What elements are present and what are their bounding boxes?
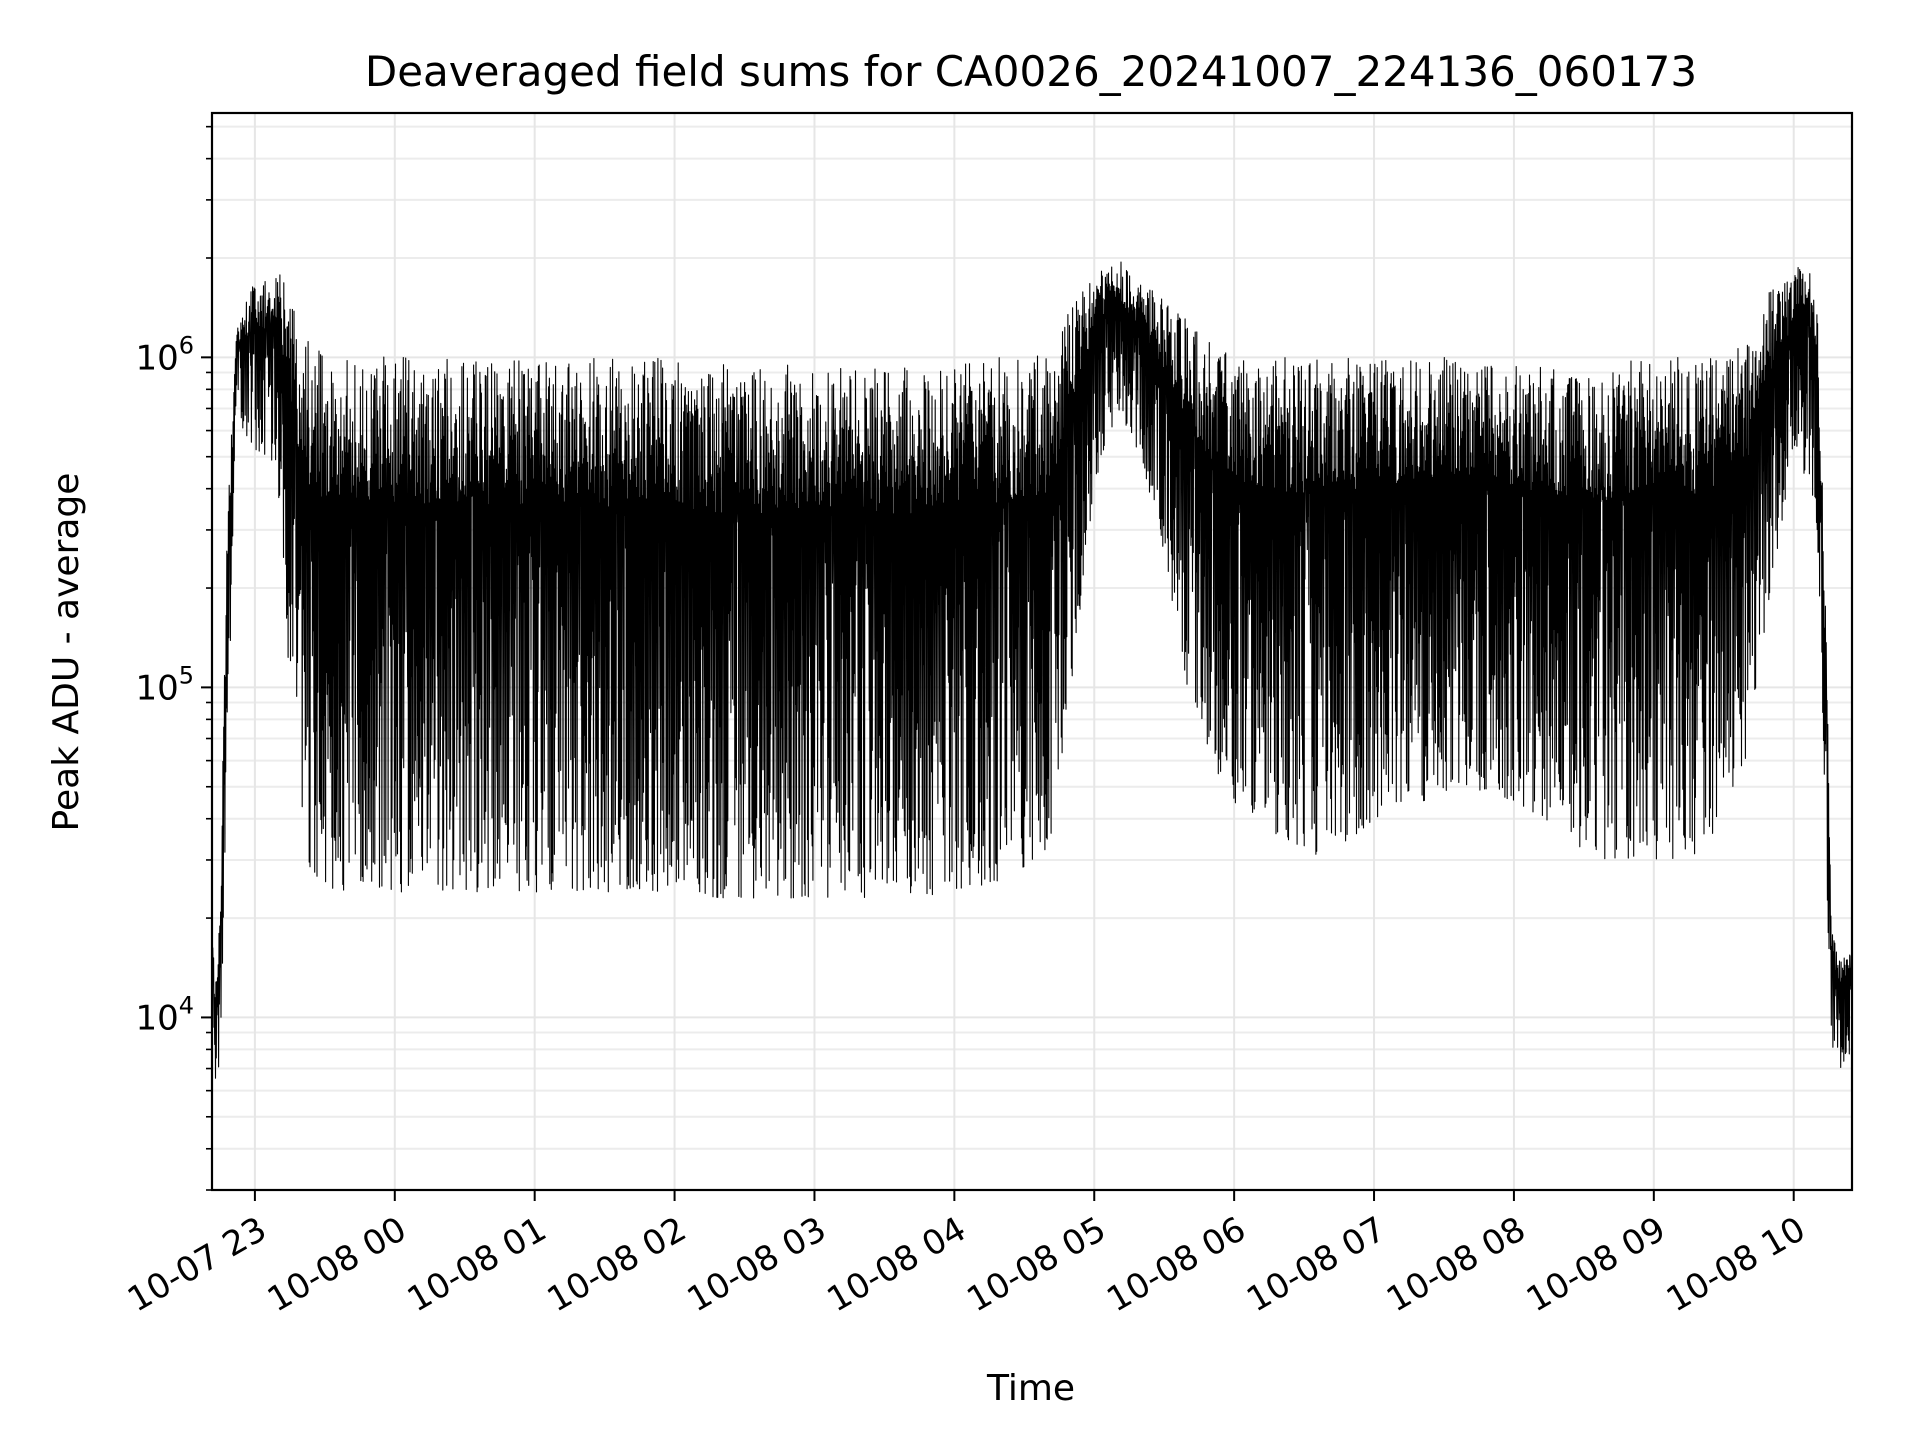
x-tick-label: 10-08 04 (820, 1209, 972, 1320)
x-tick-label: 10-08 09 (1520, 1209, 1672, 1320)
plot-frame (210, 111, 1854, 1192)
y-ticks-layer: 104 105 106 (135, 125, 212, 1191)
y-tick-label: 104 (135, 991, 194, 1038)
x-tick-label: 10-08 10 (1660, 1209, 1812, 1320)
data-layer (211, 261, 1853, 1079)
chart-title: Deaveraged field sums for CA0026_2024100… (365, 47, 1697, 96)
x-tick-label: 10-08 06 (1100, 1209, 1252, 1320)
x-tick-label: 10-08 01 (401, 1209, 553, 1320)
x-tick-label: 10-08 02 (541, 1209, 693, 1320)
y-axis-label: Peak ADU - average (46, 473, 87, 832)
x-tick-label: 10-08 03 (681, 1209, 833, 1320)
x-axis-label: Time (986, 1368, 1075, 1409)
y-tick-label: 106 (135, 331, 194, 378)
series-line (211, 261, 1853, 1079)
x-tick-label: 10-08 05 (960, 1209, 1112, 1320)
x-tick-label: 10-08 00 (261, 1209, 413, 1320)
x-tick-label: 10-08 07 (1240, 1209, 1392, 1320)
x-tick-label: 10-08 08 (1380, 1209, 1532, 1320)
x-tick-label: 10-07 23 (121, 1209, 273, 1320)
y-tick-label: 105 (135, 661, 194, 708)
